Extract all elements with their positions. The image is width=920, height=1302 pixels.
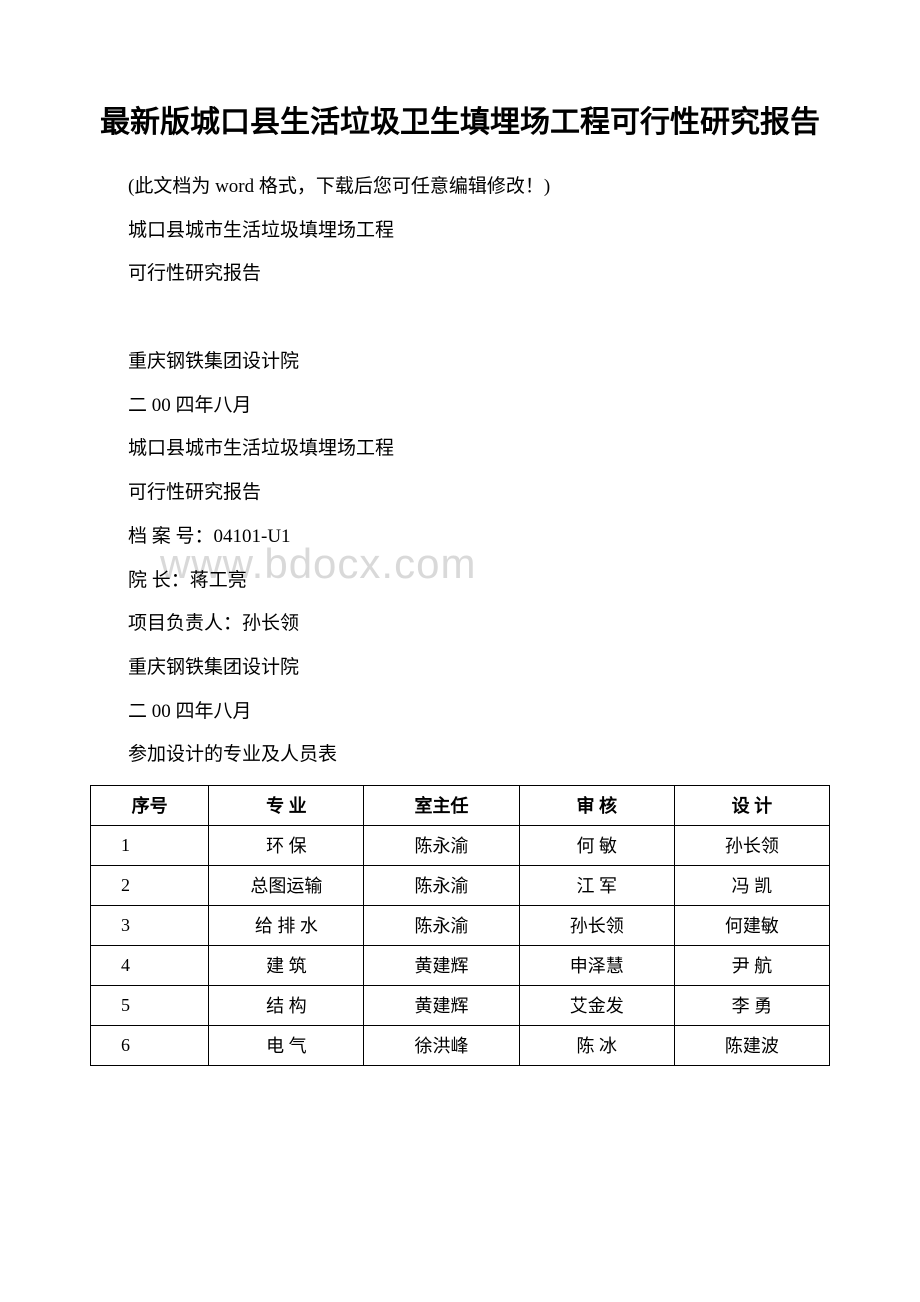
document-content: 最新版城口县生活垃圾卫生填埋场工程可行性研究报告 (此文档为 word 格式，下… <box>90 100 830 1066</box>
cell-major: 结 构 <box>209 985 364 1025</box>
date-1: 二 00 四年八月 <box>90 384 830 428</box>
cell-seq: 3 <box>91 905 209 945</box>
note-line: (此文档为 word 格式，下载后您可任意编辑修改！) <box>90 165 830 209</box>
cell-director: 徐洪峰 <box>364 1025 519 1065</box>
th-major: 专 业 <box>209 785 364 825</box>
cell-design: 何建敏 <box>674 905 829 945</box>
date-2: 二 00 四年八月 <box>90 690 830 734</box>
table-caption: 参加设计的专业及人员表 <box>90 733 830 777</box>
blank-line <box>90 296 830 340</box>
file-number: 档 案 号：04101-U1 <box>90 515 830 559</box>
institute-2: 重庆钢铁集团设计院 <box>90 646 830 690</box>
cell-review: 何 敏 <box>519 825 674 865</box>
cell-review: 艾金发 <box>519 985 674 1025</box>
report-type-2: 可行性研究报告 <box>90 471 830 515</box>
project-name-2: 城口县城市生活垃圾填埋场工程 <box>90 427 830 471</box>
director: 院 长：蒋工亮 <box>90 559 830 603</box>
project-name-1: 城口县城市生活垃圾填埋场工程 <box>90 209 830 253</box>
th-design: 设 计 <box>674 785 829 825</box>
cell-director: 黄建辉 <box>364 985 519 1025</box>
cell-seq: 2 <box>91 865 209 905</box>
cell-major: 建 筑 <box>209 945 364 985</box>
institute-1: 重庆钢铁集团设计院 <box>90 340 830 384</box>
cell-design: 孙长领 <box>674 825 829 865</box>
cell-director: 黄建辉 <box>364 945 519 985</box>
th-director: 室主任 <box>364 785 519 825</box>
cell-director: 陈永渝 <box>364 865 519 905</box>
cell-review: 陈 冰 <box>519 1025 674 1065</box>
report-type-1: 可行性研究报告 <box>90 252 830 296</box>
cell-review: 申泽慧 <box>519 945 674 985</box>
th-review: 审 核 <box>519 785 674 825</box>
table-row: 3 给 排 水 陈永渝 孙长领 何建敏 <box>91 905 830 945</box>
cell-review: 江 军 <box>519 865 674 905</box>
cell-major: 给 排 水 <box>209 905 364 945</box>
document-title: 最新版城口县生活垃圾卫生填埋场工程可行性研究报告 <box>90 100 830 145</box>
cell-seq: 5 <box>91 985 209 1025</box>
table-row: 5 结 构 黄建辉 艾金发 李 勇 <box>91 985 830 1025</box>
cell-major: 环 保 <box>209 825 364 865</box>
table-row: 1 环 保 陈永渝 何 敏 孙长领 <box>91 825 830 865</box>
cell-major: 总图运输 <box>209 865 364 905</box>
cell-seq: 6 <box>91 1025 209 1065</box>
th-seq: 序号 <box>91 785 209 825</box>
personnel-table: 序号 专 业 室主任 审 核 设 计 1 环 保 陈永渝 何 敏 孙长领 2 总… <box>90 785 830 1066</box>
cell-design: 李 勇 <box>674 985 829 1025</box>
cell-director: 陈永渝 <box>364 825 519 865</box>
cell-director: 陈永渝 <box>364 905 519 945</box>
table-row: 6 电 气 徐洪峰 陈 冰 陈建波 <box>91 1025 830 1065</box>
project-lead: 项目负责人：孙长领 <box>90 602 830 646</box>
cell-design: 陈建波 <box>674 1025 829 1065</box>
table-header-row: 序号 专 业 室主任 审 核 设 计 <box>91 785 830 825</box>
table-row: 2 总图运输 陈永渝 江 军 冯 凯 <box>91 865 830 905</box>
table-row: 4 建 筑 黄建辉 申泽慧 尹 航 <box>91 945 830 985</box>
cell-major: 电 气 <box>209 1025 364 1065</box>
cell-seq: 4 <box>91 945 209 985</box>
cell-review: 孙长领 <box>519 905 674 945</box>
cell-design: 尹 航 <box>674 945 829 985</box>
cell-design: 冯 凯 <box>674 865 829 905</box>
cell-seq: 1 <box>91 825 209 865</box>
table-body: 1 环 保 陈永渝 何 敏 孙长领 2 总图运输 陈永渝 江 军 冯 凯 3 给… <box>91 825 830 1065</box>
